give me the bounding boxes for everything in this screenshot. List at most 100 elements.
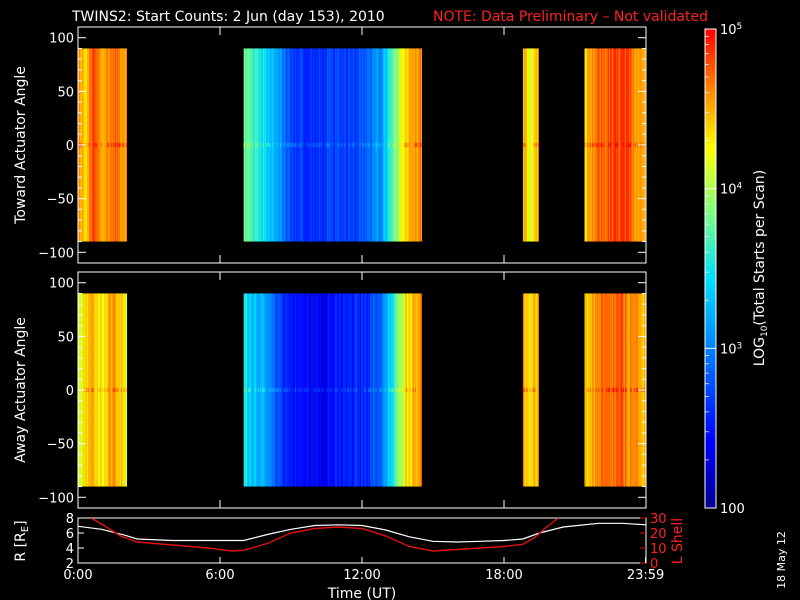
heatmap-cell [92,48,94,242]
heatmap-zero-band-cell [586,142,589,148]
heatmap-zero-band-cell [395,387,397,393]
heatmap-zero-band-cell [397,387,399,393]
heatmap-cell [621,48,623,242]
heatmap-zero-band-cell [530,142,532,148]
heatmap-cell [374,48,376,242]
heatmap-cell [88,293,90,487]
heatmap-zero-band-cell [617,387,619,393]
heatmap-cell [366,293,368,487]
heatmap-zero-band-cell [362,142,364,148]
heatmap-zero-band-cell [375,142,377,148]
heatmap-zero-band-cell [302,387,304,393]
heatmap-cell [419,293,421,487]
heatmap-cell [328,293,331,487]
radius-tick-label: 6 [66,527,74,542]
heatmap-cell [610,293,613,487]
heatmap-zero-band-cell [260,387,262,393]
toward-y-label: Toward Actuator Angle [13,66,29,225]
heatmap-zero-band-cell [629,142,631,148]
heatmap-zero-band-cell [266,142,268,148]
heatmap-cell [288,293,290,487]
heatmap-zero-band-cell [354,142,356,148]
y-tick-label: −50 [47,438,74,453]
heatmap-zero-band-cell [321,387,323,393]
heatmap-cell [378,293,380,487]
heatmap-cell [105,48,107,242]
heatmap-cell [331,48,333,242]
heatmap-cell [315,293,317,487]
heatmap-cell [265,48,267,242]
heatmap-cell [290,293,292,487]
heatmap-cell [362,293,365,487]
heatmap-zero-band-cell [122,142,124,148]
lshell-line [90,518,559,552]
heatmap-cell [279,293,281,487]
lshell-tick-label: 10 [650,542,667,557]
radius-tick-label: 2 [66,557,74,572]
heatmap-cell [271,293,274,487]
heatmap-cell [602,293,604,487]
heatmap-zero-band-cell [536,142,538,148]
heatmap-cell [279,48,281,242]
heatmap-cell [420,293,422,487]
heatmap-cell [100,293,102,487]
heatmap-cell [390,293,392,487]
heatmap-zero-band-cell [247,387,250,393]
heatmap-cell [277,48,279,242]
heatmap-zero-band-cell [404,142,406,148]
heatmap-cell [116,48,119,242]
heatmap-cell [91,48,93,242]
heatmap-cell [282,293,284,487]
heatmap-zero-band-cell [294,387,296,393]
heatmap-zero-band-cell [286,387,288,393]
heatmap-zero-band-cell [323,387,325,393]
heatmap-zero-band-cell [341,142,343,148]
heatmap-zero-band-cell [285,142,288,148]
heatmap-zero-band-cell [377,142,380,148]
heatmap-cell [285,48,287,242]
heatmap-cell [620,48,623,242]
heatmap-zero-band-cell [295,142,298,148]
heatmap-cell [362,293,364,487]
heatmap-zero-band-cell [625,387,628,393]
heatmap-zero-band-cell [406,387,409,393]
heatmap-cell [111,293,114,487]
heatmap-zero-band-cell [315,142,317,148]
heatmap-zero-band-cell [309,142,311,148]
heatmap-cell [120,293,122,487]
heatmap-cell [616,293,618,487]
heatmap-zero-band-cell [306,142,308,148]
away-y-axis: −100 −50 0 50 100 [38,272,647,508]
colorbar-tick-base: 10 [720,23,737,38]
heatmap-cell [266,293,268,487]
heatmap-zero-band-cell [388,142,390,148]
heatmap-zero-band-cell [394,142,396,148]
heatmap-zero-band-cell [364,142,366,148]
heatmap-cell [340,293,342,487]
heatmap-cell [607,48,609,242]
heatmap-cell [338,48,341,242]
heatmap-cell [605,48,607,242]
y-tick-label: 0 [66,384,74,399]
heatmap-cell [310,293,312,487]
heatmap-zero-band-cell [344,387,346,393]
heatmap-zero-band-cell [532,387,534,393]
heatmap-cell [597,293,599,487]
heatmap-cell [271,48,273,242]
heatmap-cell [122,293,124,487]
heatmap-cell [338,293,341,487]
heatmap-zero-band-cell [353,387,355,393]
heatmap-zero-band-cell [620,387,623,393]
heatmap-cell [100,48,102,242]
heatmap-zero-band-cell [367,142,370,148]
heatmap-cell [592,293,594,487]
heatmap-cell [635,293,637,487]
heatmap-cell [407,48,409,242]
heatmap-zero-band-cell [290,142,293,148]
heatmap-cell [396,48,398,242]
heatmap-zero-band-cell [596,142,599,148]
heatmap-cell [633,48,635,242]
heatmap-cell [401,48,404,242]
heatmap-zero-band-cell [319,142,321,148]
heatmap-cell [417,293,419,487]
